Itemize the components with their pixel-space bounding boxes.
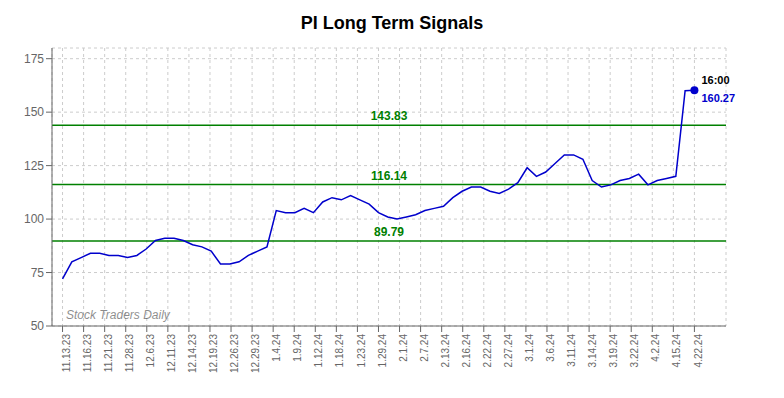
svg-text:2.1.24: 2.1.24 xyxy=(398,334,409,362)
svg-text:4.22.24: 4.22.24 xyxy=(693,334,704,368)
svg-text:150: 150 xyxy=(24,105,44,119)
svg-text:12.14.23: 12.14.23 xyxy=(187,334,198,373)
svg-text:3.11.24: 3.11.24 xyxy=(566,334,577,367)
svg-text:2.16.24: 2.16.24 xyxy=(461,334,472,368)
html-text:Stock Traders Daily: Stock Traders Daily xyxy=(66,308,170,322)
svg-text:4.2.24: 4.2.24 xyxy=(650,334,661,362)
svg-text:12.6.23: 12.6.23 xyxy=(145,334,156,368)
svg-text:143.83: 143.83 xyxy=(371,109,408,123)
svg-text:89.79: 89.79 xyxy=(374,225,404,239)
svg-text:11.13.23: 11.13.23 xyxy=(61,334,72,373)
svg-text:1.18.24: 1.18.24 xyxy=(334,334,345,368)
svg-text:50: 50 xyxy=(31,319,45,333)
svg-text:12.26.23: 12.26.23 xyxy=(229,334,240,373)
svg-text:100: 100 xyxy=(24,212,44,226)
svg-text:1.4.24: 1.4.24 xyxy=(271,334,282,362)
svg-text:1.29.24: 1.29.24 xyxy=(377,334,388,368)
svg-text:4.15.24: 4.15.24 xyxy=(671,334,682,368)
svg-text:1.12.24: 1.12.24 xyxy=(313,334,324,368)
svg-text:11.28.23: 11.28.23 xyxy=(124,334,135,373)
svg-text:75: 75 xyxy=(31,266,45,280)
svg-text:3.22.24: 3.22.24 xyxy=(629,334,640,368)
svg-text:11.21.23: 11.21.23 xyxy=(103,334,114,373)
svg-text:160.27: 160.27 xyxy=(701,92,735,104)
svg-text:12.11.23: 12.11.23 xyxy=(166,334,177,373)
svg-text:12.19.23: 12.19.23 xyxy=(208,334,219,373)
svg-text:1.23.24: 1.23.24 xyxy=(356,334,367,368)
svg-text:16:00: 16:00 xyxy=(701,74,729,86)
svg-text:2.7.24: 2.7.24 xyxy=(419,334,430,362)
svg-text:1.9.24: 1.9.24 xyxy=(292,334,303,362)
svg-text:125: 125 xyxy=(24,159,44,173)
svg-text:3.6.24: 3.6.24 xyxy=(545,334,556,362)
svg-text:116.14: 116.14 xyxy=(371,169,407,183)
html-text:PI Long Term Signals: PI Long Term Signals xyxy=(300,13,484,33)
svg-text:3.1.24: 3.1.24 xyxy=(524,334,535,362)
svg-text:3.14.24: 3.14.24 xyxy=(587,334,598,368)
svg-text:2.13.24: 2.13.24 xyxy=(440,334,451,368)
svg-text:175: 175 xyxy=(24,52,44,66)
svg-text:3.19.24: 3.19.24 xyxy=(608,334,619,368)
svg-text:2.22.24: 2.22.24 xyxy=(482,334,493,368)
svg-text:11.16.23: 11.16.23 xyxy=(82,334,93,373)
svg-text:12.29.23: 12.29.23 xyxy=(250,334,261,373)
svg-text:2.27.24: 2.27.24 xyxy=(503,334,514,368)
